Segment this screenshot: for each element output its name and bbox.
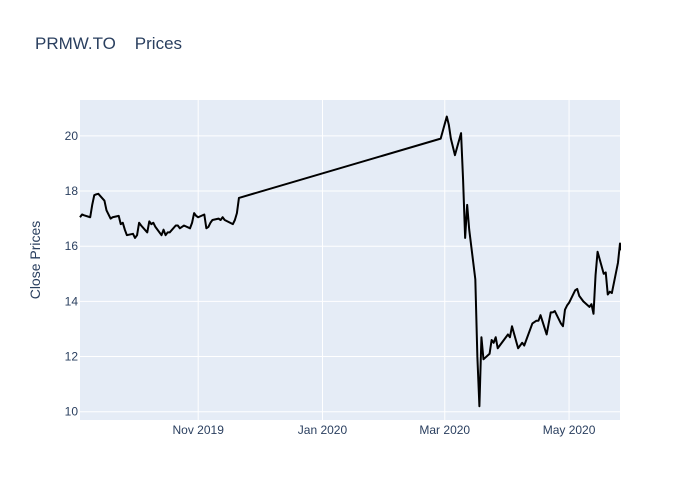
x-tick-labels: Nov 2019 Jan 2020 Mar 2020 May 2020: [173, 423, 596, 437]
x-tick-label: Nov 2019: [173, 423, 225, 437]
series-layer: [79, 115, 621, 408]
y-axis-title: Close Prices: [27, 221, 43, 300]
y-tick-label: 14: [65, 294, 79, 308]
y-tick-labels: 10 12 14 16 18 20: [65, 129, 79, 419]
x-tick-label: Jan 2020: [298, 423, 348, 437]
y-tick-label: 18: [65, 184, 79, 198]
x-gridlines: [197, 100, 570, 420]
y-tick-label: 10: [65, 405, 79, 419]
chart-title: PRMW.TO Prices: [35, 34, 183, 53]
x-tick-label: May 2020: [543, 423, 596, 437]
y-tick-label: 20: [65, 129, 79, 143]
y-tick-label: 12: [65, 350, 79, 364]
plot-background: [80, 100, 620, 420]
y-tick-label: 16: [65, 239, 79, 253]
x-tick-label: Mar 2020: [419, 423, 470, 437]
close-price-line[interactable]: [79, 115, 621, 408]
y-gridlines: [80, 135, 620, 413]
